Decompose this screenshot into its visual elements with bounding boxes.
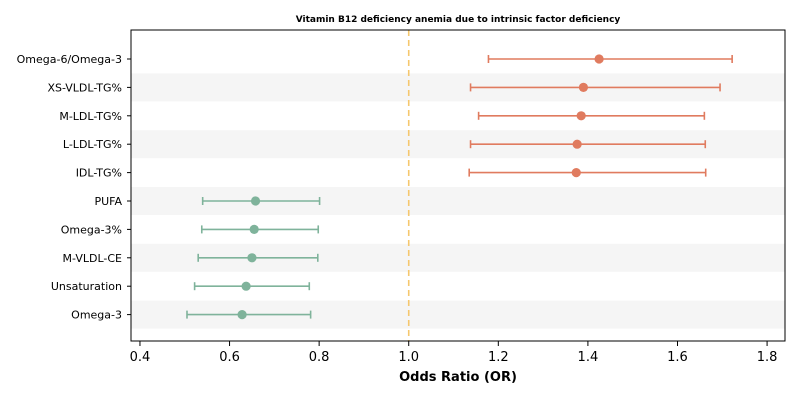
x-tick-label: 1.4	[578, 350, 599, 365]
data-row	[468, 168, 707, 178]
or-point	[241, 281, 251, 291]
or-point	[250, 196, 261, 206]
y-tick-label: M-VLDL-CE	[63, 252, 123, 265]
data-row	[193, 281, 311, 291]
data-row	[469, 82, 721, 92]
or-point	[247, 253, 257, 263]
data-row	[201, 196, 321, 206]
data-row	[469, 139, 707, 149]
y-tick-label: IDL-TG%	[76, 167, 122, 180]
chart-title: Vitamin B12 deficiency anemia due to int…	[296, 15, 621, 25]
or-point	[249, 224, 259, 234]
or-point	[571, 168, 581, 178]
y-tick-label: M-LDL-TG%	[59, 110, 122, 123]
x-tick-label: 1.8	[757, 350, 778, 365]
y-tick-label: Omega-6/Omega-3	[17, 53, 122, 66]
x-tick-label: 1.6	[667, 350, 688, 365]
x-axis: 0.4 0.6 0.8 1.0 1.2 1.4 1.6 1.8	[130, 341, 778, 365]
y-tick-label: PUFA	[94, 195, 122, 208]
x-tick-label: 1.0	[398, 350, 419, 365]
y-tick-label: Omega-3	[71, 309, 122, 322]
y-tick-label: XS-VLDL-TG%	[47, 81, 122, 94]
data-row	[200, 224, 320, 234]
y-axis: Omega-6/Omega-3 XS-VLDL-TG% M-LDL-TG% L-LDL…	[17, 53, 131, 322]
plot-frame	[130, 29, 786, 342]
or-point	[594, 54, 604, 64]
or-point	[576, 111, 586, 121]
or-point	[572, 139, 582, 149]
x-tick-label: 1.2	[488, 350, 509, 365]
x-axis-label: Odds Ratio (OR)	[399, 370, 517, 385]
x-tick-label: 0.4	[130, 350, 151, 365]
data-row	[186, 310, 312, 320]
data-row	[477, 111, 706, 121]
data-row	[487, 54, 733, 64]
x-tick-label: 0.8	[309, 350, 330, 365]
or-point	[237, 310, 247, 320]
y-tick-label: Omega-3%	[61, 223, 122, 236]
data-marks	[186, 54, 733, 320]
y-tick-label: Unsaturation	[51, 280, 122, 293]
or-point	[578, 82, 589, 92]
x-tick-label: 0.6	[219, 350, 240, 365]
y-tick-label: L-LDL-TG%	[63, 138, 122, 151]
data-row	[197, 253, 319, 263]
